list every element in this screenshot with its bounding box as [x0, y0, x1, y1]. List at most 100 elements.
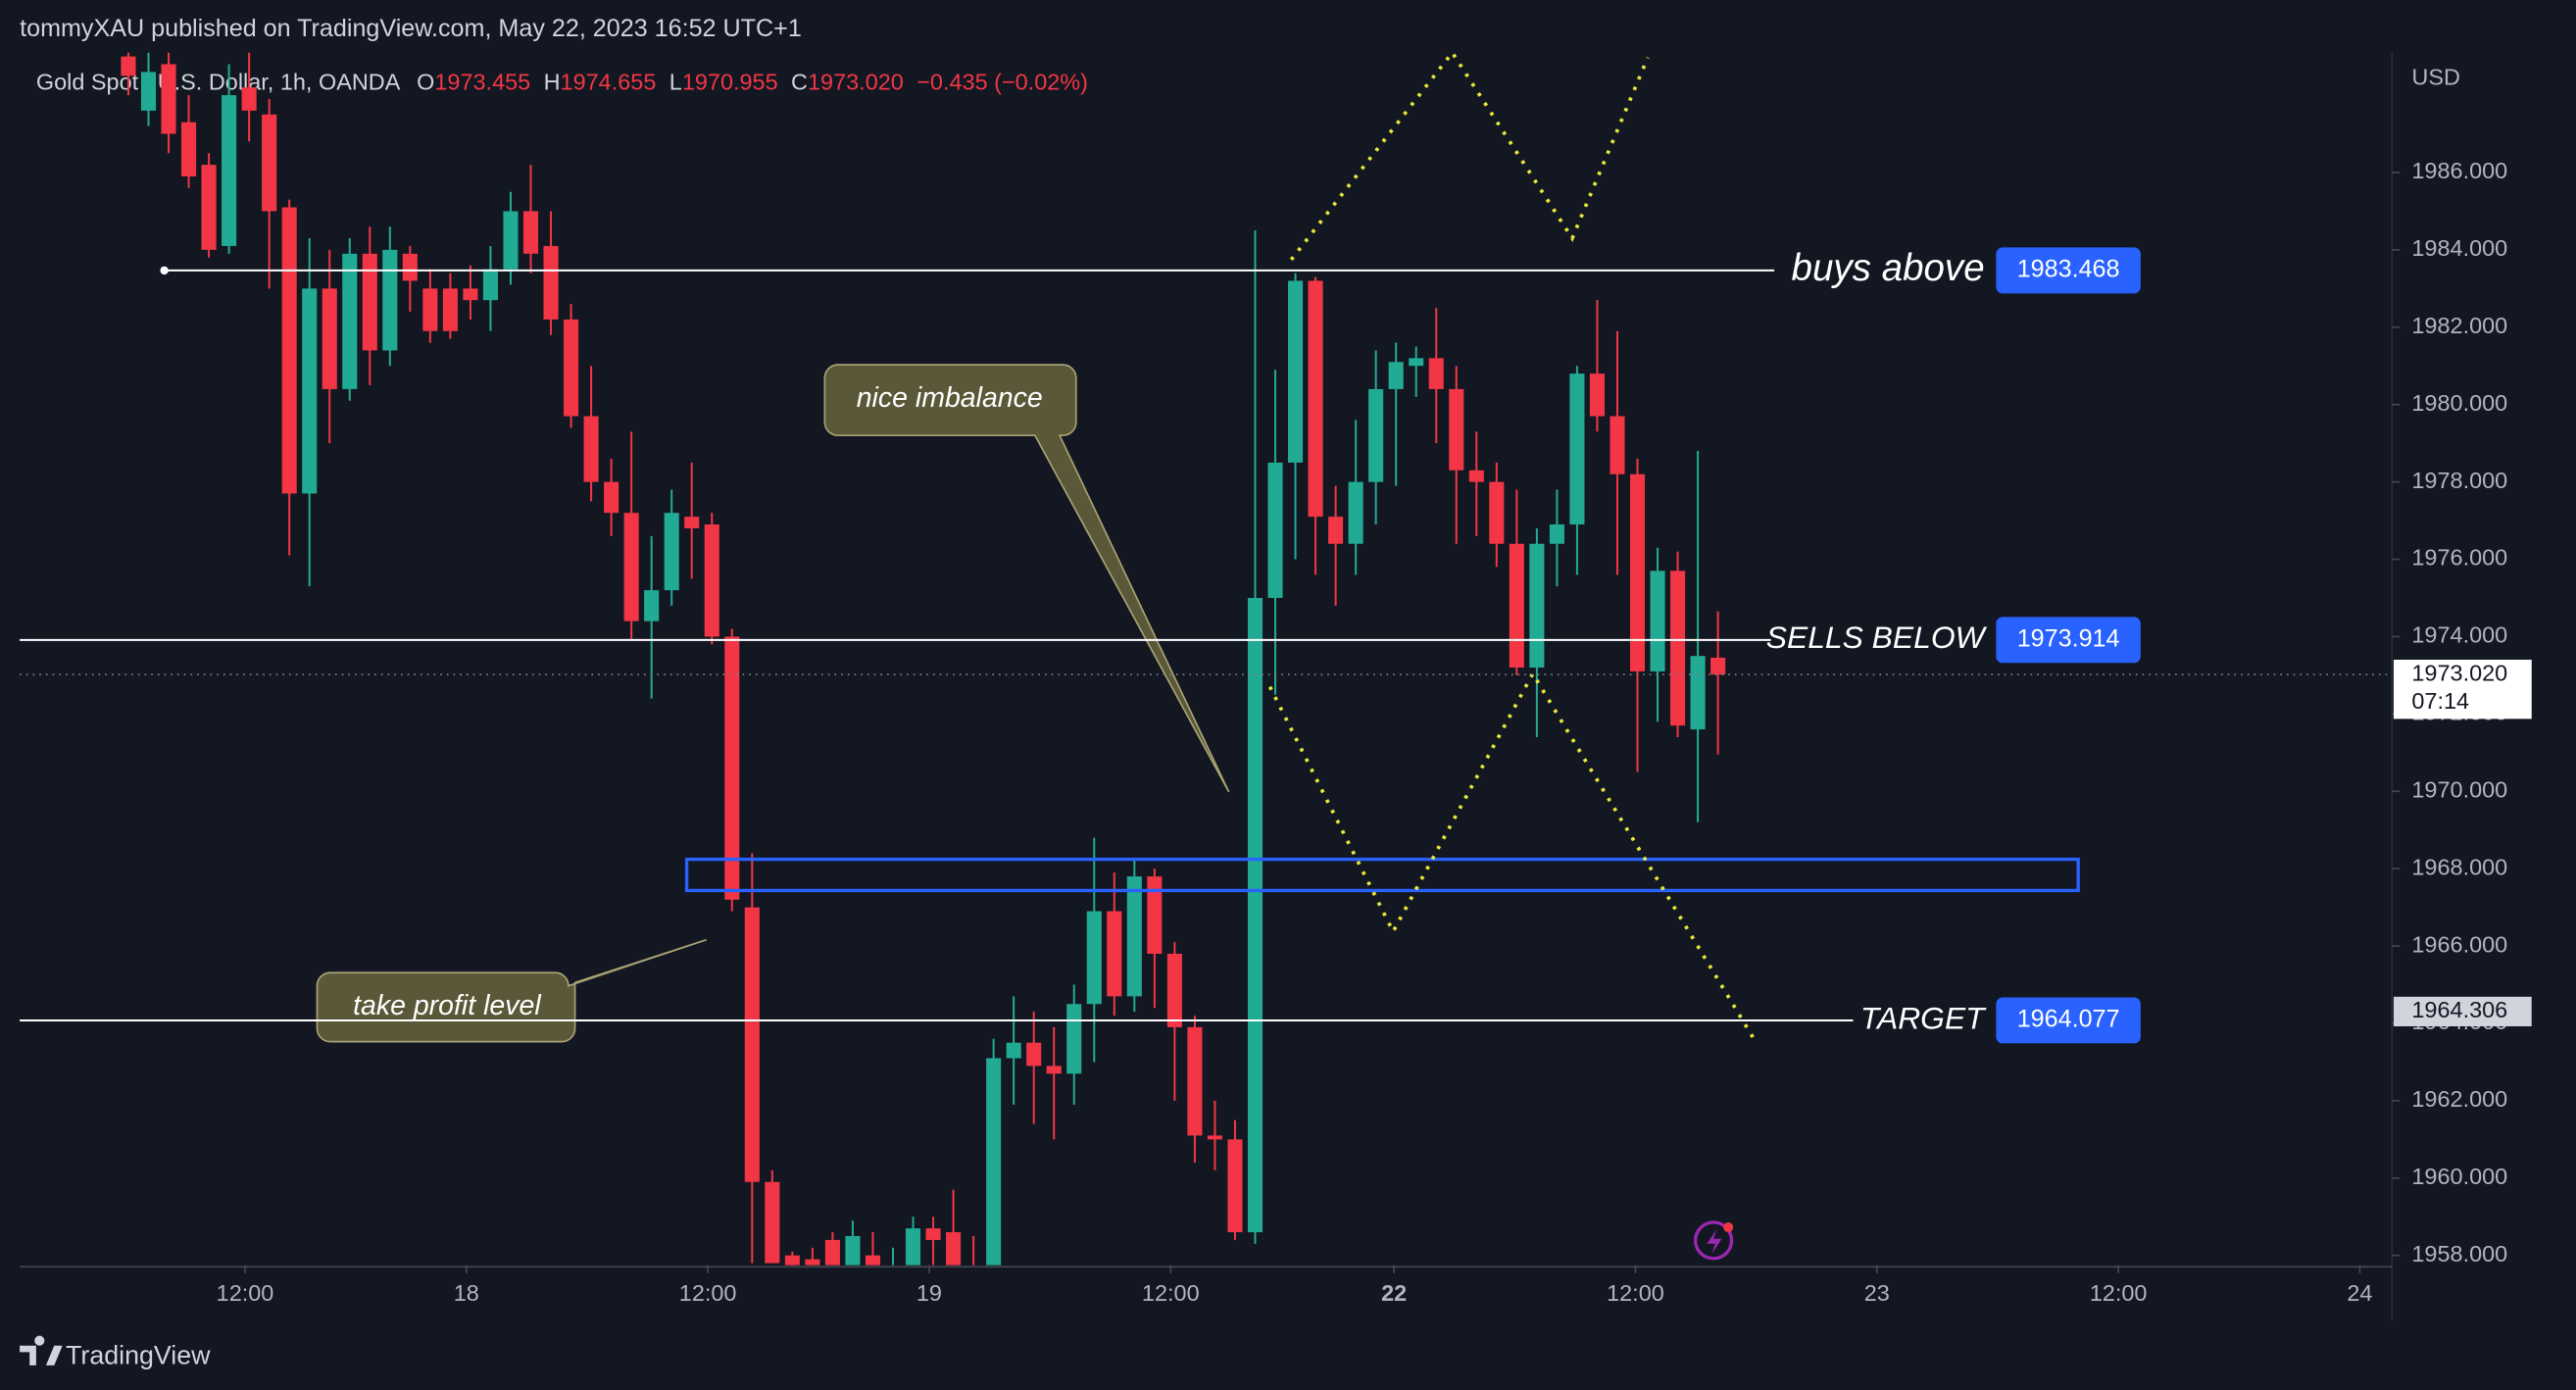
level-badge: [1996, 997, 2141, 1044]
candle-body: [422, 288, 438, 331]
candle-body: [986, 1058, 1002, 1266]
symbol: Gold Spot / U.S. Dollar, 1h, OANDA: [36, 70, 401, 95]
candle-body: [1710, 657, 1726, 675]
candle-body: [765, 1181, 780, 1264]
candle-body: [1187, 1026, 1203, 1136]
candle-body: [744, 907, 760, 1182]
alert-dot: [1723, 1222, 1734, 1233]
candle-body: [1629, 473, 1646, 671]
last-price-label: 1973.020: [2411, 660, 2507, 685]
candles: [121, 52, 1726, 1266]
y-tick-label: 1982.000: [2411, 313, 2507, 338]
candle-body: [482, 269, 498, 301]
candle-body: [644, 590, 660, 621]
y-tick-label: 1968.000: [2411, 854, 2507, 879]
level-badge: [1996, 617, 2141, 664]
callout-text: take profit level: [353, 990, 541, 1021]
candle-body: [1207, 1135, 1222, 1140]
byline: tommyXAU published on TradingView.com, M…: [20, 15, 802, 42]
callout-text: nice imbalance: [857, 382, 1043, 414]
candle-body: [1247, 597, 1263, 1233]
candle-body: [664, 513, 679, 591]
candle-body: [281, 207, 297, 494]
candle-body: [1489, 481, 1505, 544]
y-tick-label: 1958.000: [2411, 1241, 2507, 1266]
close: 1973.020: [808, 70, 904, 95]
callout-imbalance: [823, 364, 1230, 793]
candle-body: [1589, 373, 1605, 417]
high: 1974.655: [561, 70, 657, 95]
candle-body: [724, 636, 740, 900]
y-tick-label: 1978.000: [2411, 468, 2507, 493]
open: 1973.455: [434, 70, 530, 95]
callout-take-profit: [316, 938, 707, 1043]
candle-body: [684, 517, 700, 528]
candle-body: [442, 288, 458, 331]
y-tick-label: 1974.000: [2411, 622, 2507, 648]
countdown: 07:14: [2411, 688, 2469, 714]
y-tick-label: 1976.000: [2411, 545, 2507, 571]
candle-body: [1267, 462, 1283, 598]
low: 1970.955: [682, 70, 778, 95]
candle-body: [1147, 876, 1163, 954]
y-tick-label: 1984.000: [2411, 235, 2507, 261]
candle-body: [382, 249, 398, 351]
level-value: 1983.468: [2017, 256, 2120, 283]
candle-body: [121, 56, 136, 76]
candle-body: [1086, 911, 1102, 1005]
candle-body: [1288, 280, 1304, 463]
candle-body: [161, 64, 176, 134]
level-label: buys above: [1792, 247, 1985, 289]
candle-body: [1046, 1066, 1062, 1074]
y-tick-label: 1980.000: [2411, 390, 2507, 416]
logo: [20, 1335, 63, 1365]
candle-body: [362, 253, 377, 351]
drawings: nice imbalance take profit level: [316, 52, 2080, 1261]
candle-body: [1670, 571, 1686, 726]
candle-body: [1328, 517, 1344, 544]
candle-body: [1006, 1042, 1021, 1059]
candle-body: [704, 524, 719, 637]
x-tick-label: 12:00: [1142, 1280, 1200, 1306]
brand: TradingView: [66, 1341, 211, 1370]
x-tick-label: 23: [1864, 1280, 1890, 1306]
candle-body: [1388, 362, 1404, 389]
candle-body: [1368, 388, 1384, 482]
candle-body: [1126, 876, 1142, 997]
candle-body: [1650, 571, 1665, 671]
x-tick-label: 12:00: [1607, 1280, 1664, 1306]
candle-body: [1308, 280, 1323, 518]
candle-body: [1066, 1004, 1082, 1074]
x-tick-label: 12:00: [217, 1280, 274, 1306]
level-label: SELLS BELOW: [1766, 620, 1988, 655]
c-key: C: [791, 70, 808, 95]
alert-icon[interactable]: [1693, 1220, 1734, 1261]
h-key: H: [544, 70, 561, 95]
y-tick-label: 1960.000: [2411, 1164, 2507, 1189]
candle-body: [180, 122, 197, 176]
level-anchor: [160, 266, 169, 275]
y-tick-label: 1966.000: [2411, 931, 2507, 957]
y-tick-label: 1962.000: [2411, 1086, 2507, 1112]
candle-body: [1468, 470, 1484, 482]
candle-body: [1690, 656, 1706, 730]
level-badge: [1996, 247, 2141, 294]
candle-body: [583, 416, 599, 482]
candle-body: [1107, 911, 1122, 997]
change: −0.435 (−0.02%): [916, 70, 1088, 95]
candle-body: [805, 1259, 820, 1266]
candle-body: [925, 1228, 941, 1240]
candle-body: [1409, 358, 1424, 367]
x-tick-label: 12:00: [679, 1280, 737, 1306]
axis-marker-box: [2393, 996, 2532, 1026]
candle-body: [222, 95, 237, 246]
candle-body: [241, 87, 257, 111]
candle-body: [342, 253, 358, 389]
x-tick-label: 22: [1381, 1280, 1407, 1306]
y-tick-label: 1970.000: [2411, 776, 2507, 802]
candle-body: [1348, 481, 1363, 544]
level-value: 1964.077: [2017, 1006, 2120, 1033]
